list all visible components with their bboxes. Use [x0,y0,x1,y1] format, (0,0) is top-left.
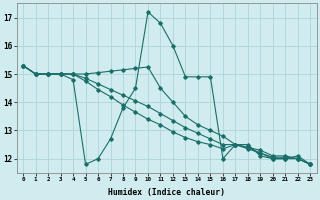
X-axis label: Humidex (Indice chaleur): Humidex (Indice chaleur) [108,188,225,197]
